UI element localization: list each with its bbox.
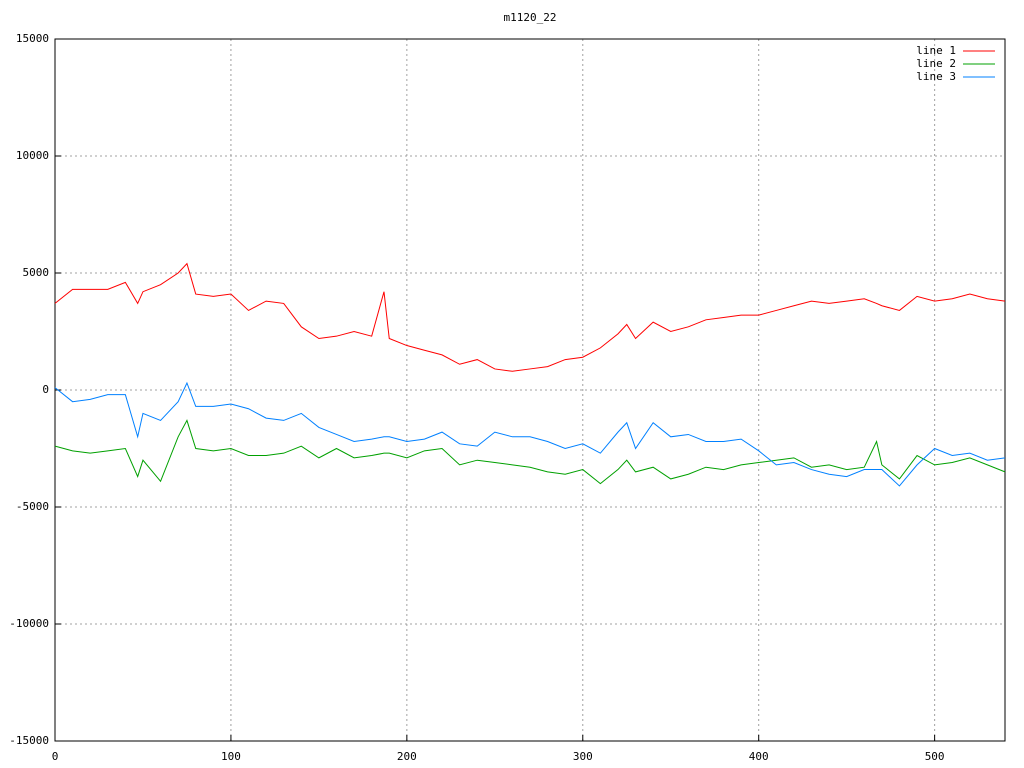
x-tick-label: 400 [749, 750, 769, 763]
x-tick-label: 500 [925, 750, 945, 763]
y-tick-label: -10000 [9, 617, 49, 630]
y-tick-label: 5000 [23, 266, 50, 279]
x-tick-label: 200 [397, 750, 417, 763]
x-tick-label: 0 [52, 750, 59, 763]
y-tick-label: -15000 [9, 734, 49, 747]
legend-label: line 2 [916, 57, 956, 70]
data-line [54, 381, 1006, 487]
y-tick-label: -5000 [16, 500, 49, 513]
plot-frame [54, 38, 1006, 742]
y-tick-label: 15000 [16, 32, 49, 45]
data-line [54, 262, 1006, 372]
y-tick-label: 10000 [16, 149, 49, 162]
y-tick-label: 0 [42, 383, 49, 396]
x-tick-label: 300 [573, 750, 593, 763]
x-tick-label: 100 [221, 750, 241, 763]
chart-title: m1120_22 [504, 11, 557, 24]
legend-label: line 3 [916, 70, 956, 83]
legend-label: line 1 [916, 44, 956, 57]
data-line [54, 419, 1006, 485]
